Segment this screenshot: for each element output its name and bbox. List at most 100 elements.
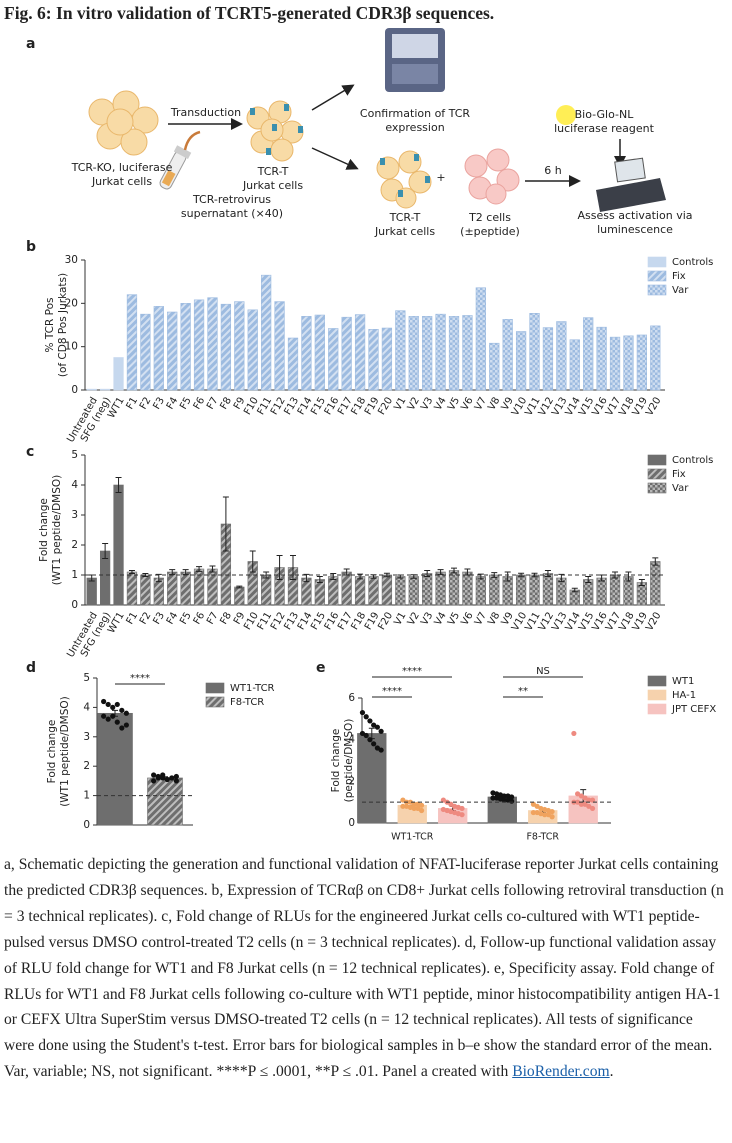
x-tick-label: F6 bbox=[192, 611, 208, 627]
legend-swatch bbox=[647, 703, 667, 715]
error-bar bbox=[128, 570, 135, 574]
data-point bbox=[571, 730, 577, 737]
bar bbox=[113, 484, 124, 606]
bar bbox=[381, 327, 393, 391]
figure: Fig. 6: In vitro validation of TCRT5-gen… bbox=[4, 3, 716, 843]
schematic-label: (±peptide) bbox=[460, 225, 520, 238]
x-tick-label: F1 bbox=[125, 611, 141, 627]
cell-cluster bbox=[376, 150, 432, 209]
legend-label: HA-1 bbox=[672, 690, 696, 701]
x-tick-label: V4 bbox=[433, 611, 449, 628]
data-point bbox=[151, 772, 157, 778]
bar bbox=[86, 577, 97, 606]
error-bar bbox=[182, 569, 189, 575]
y-tick-label: 4 bbox=[83, 701, 90, 713]
data-point bbox=[378, 728, 384, 734]
schematic-label: Jurkat cells bbox=[374, 225, 435, 238]
x-tick-label: F8 bbox=[219, 611, 235, 627]
bar bbox=[341, 571, 352, 606]
x-tick-label: V20 bbox=[644, 611, 663, 633]
y-tick-label: 4 bbox=[348, 734, 355, 746]
error-bar bbox=[209, 565, 216, 573]
schematic-label: expression bbox=[385, 121, 444, 134]
error-bar bbox=[303, 573, 310, 583]
x-tick-label: V5 bbox=[446, 611, 462, 628]
data-point bbox=[363, 714, 369, 720]
bar bbox=[623, 335, 634, 391]
error-bar bbox=[652, 557, 659, 566]
error-bar bbox=[169, 569, 176, 575]
t2-cluster bbox=[464, 148, 520, 205]
bar bbox=[542, 327, 554, 391]
data-point bbox=[105, 701, 111, 708]
bar bbox=[435, 313, 446, 391]
x-tick-label: F8-TCR bbox=[526, 832, 559, 843]
x-tick-label: V2 bbox=[406, 611, 422, 628]
bar bbox=[408, 316, 419, 391]
arrow bbox=[311, 147, 359, 170]
arrow bbox=[183, 130, 201, 151]
bar bbox=[448, 570, 460, 606]
bar bbox=[569, 339, 580, 391]
error-bar bbox=[196, 566, 203, 572]
y-axis-label: % TCR Pos bbox=[44, 298, 56, 353]
bar bbox=[328, 328, 339, 391]
x-tick-label: F4 bbox=[165, 611, 181, 627]
data-point bbox=[155, 775, 161, 781]
data-point bbox=[119, 725, 125, 731]
data-point bbox=[114, 701, 120, 708]
data-point bbox=[374, 724, 380, 730]
y-axis-label: (WT1 peptide/DMSO) bbox=[51, 475, 63, 586]
significance-label: NS bbox=[536, 666, 550, 677]
error-bar bbox=[558, 573, 565, 583]
bar bbox=[529, 312, 540, 391]
bar bbox=[475, 287, 486, 391]
data-point bbox=[549, 814, 555, 820]
data-point bbox=[110, 713, 116, 719]
legend-swatch bbox=[205, 682, 225, 694]
bar bbox=[287, 337, 299, 391]
x-tick-label: F7 bbox=[205, 611, 221, 627]
error-bar bbox=[115, 477, 122, 493]
bar bbox=[650, 325, 661, 391]
error-bar bbox=[625, 571, 632, 582]
schematic-label: Jurkat cells bbox=[91, 175, 152, 188]
y-tick-label: 3 bbox=[71, 509, 78, 521]
x-tick-label: F6 bbox=[192, 396, 208, 412]
x-tick-label: V6 bbox=[459, 611, 475, 628]
significance-label: **** bbox=[130, 673, 150, 684]
error-bar bbox=[585, 576, 592, 583]
data-point bbox=[101, 698, 107, 705]
bar bbox=[475, 576, 486, 606]
data-point bbox=[589, 805, 596, 812]
x-tick-label: F5 bbox=[178, 396, 194, 412]
bar bbox=[502, 319, 513, 391]
data-point bbox=[586, 797, 592, 803]
bar bbox=[153, 306, 164, 391]
bar bbox=[395, 310, 406, 391]
caption-link[interactable]: BioRender.com bbox=[512, 1063, 610, 1081]
bar bbox=[341, 316, 352, 391]
error-bar bbox=[236, 585, 243, 589]
bar bbox=[542, 573, 554, 606]
bar bbox=[515, 574, 527, 606]
legend-label: Fix bbox=[672, 469, 686, 480]
error-bar bbox=[276, 555, 283, 580]
bar bbox=[126, 294, 138, 391]
data-point bbox=[110, 704, 116, 711]
y-tick-label: 1 bbox=[71, 569, 78, 581]
significance-label: **** bbox=[382, 686, 402, 697]
legend-swatch bbox=[647, 468, 667, 480]
legend-label: Controls bbox=[672, 257, 713, 268]
error-bar bbox=[102, 543, 109, 559]
data-point bbox=[173, 773, 179, 780]
y-tick-label: 2 bbox=[83, 760, 90, 772]
bar bbox=[583, 317, 594, 391]
x-tick-label: F9 bbox=[232, 611, 248, 627]
error-bar bbox=[289, 555, 296, 580]
error-bar bbox=[155, 573, 162, 583]
schematic-label: supernatant (×40) bbox=[181, 207, 283, 220]
legend-label: Fix bbox=[672, 271, 686, 282]
y-tick-label: 5 bbox=[71, 449, 78, 461]
